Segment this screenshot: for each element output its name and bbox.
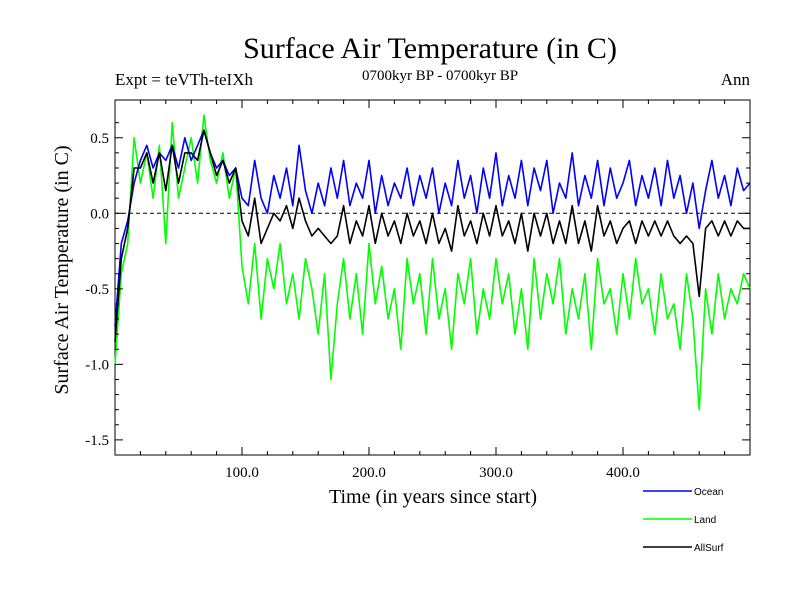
x-tick-label: 400.0 bbox=[606, 465, 640, 481]
x-tick-label: 300.0 bbox=[479, 465, 513, 481]
y-tick-label: -1.0 bbox=[85, 357, 109, 373]
plot-area bbox=[114, 99, 751, 456]
series-line-allsurf bbox=[114, 129, 750, 342]
series-layer bbox=[114, 114, 751, 411]
chart-title: Surface Air Temperature (in C) bbox=[243, 32, 617, 65]
legend-label-allsurf: AllSurf bbox=[694, 543, 724, 554]
series-line-ocean bbox=[114, 129, 751, 327]
experiment-label: Expt = teVTh-teIXh bbox=[115, 70, 253, 89]
legend-label-ocean: Ocean bbox=[694, 487, 723, 498]
chart-subtitle: 0700kyr BP - 0700kyr BP bbox=[362, 68, 518, 84]
y-tick-label: -0.5 bbox=[85, 282, 109, 298]
legend-label-land: Land bbox=[694, 515, 716, 526]
season-label: Ann bbox=[721, 70, 751, 89]
ticks-layer: 100.0 200.0 300.0 400.0 0.5 0.0 -0.5 -1.0 -1.5 bbox=[85, 100, 750, 481]
x-axis-label: Time (in years since start) bbox=[329, 486, 537, 508]
plot-frame bbox=[114, 99, 751, 456]
y-tick-label: 0.0 bbox=[90, 206, 109, 222]
x-tick-label: 100.0 bbox=[225, 465, 259, 481]
x-tick-label: 200.0 bbox=[352, 465, 386, 481]
y-tick-label: 0.5 bbox=[90, 131, 109, 147]
legend: Ocean Land AllSurf bbox=[643, 487, 724, 554]
y-tick-label: -1.5 bbox=[85, 433, 109, 449]
y-axis-label: Surface Air Temperature (in C) bbox=[51, 145, 73, 394]
